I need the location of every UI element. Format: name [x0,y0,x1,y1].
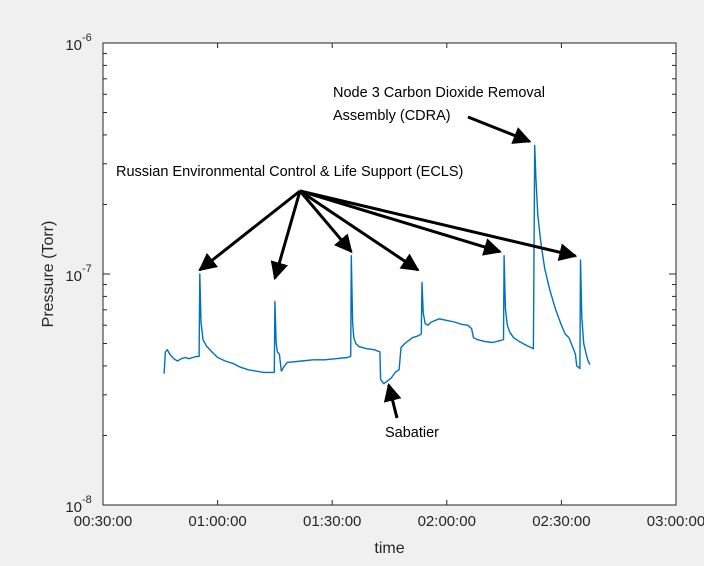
x-tick-label: 01:00:00 [188,513,246,530]
x-tick-label: 02:00:00 [418,513,476,530]
y-tick-label: 10 -6 [65,32,91,54]
x-tick-label: 02:30:00 [532,513,590,530]
pressure-series-line [163,144,591,385]
annotation-cdra-label: Assembly (CDRA) [333,108,451,124]
annotation-sabatier-label: Sabatier [385,425,439,441]
annotation-ecls-arrow [299,189,578,262]
annotation-cdra-label: Node 3 Carbon Dioxide Removal [333,85,545,101]
annotation-ecls-arrow [298,190,353,254]
y-tick-mantissa: 10 [65,499,82,516]
y-tick-exponent: -8 [82,494,92,506]
y-tick-exponent: -7 [82,263,92,275]
annotation-sabatier-arrow [383,383,402,419]
x-tick-label: 03:00:00 [647,513,704,530]
annotation-ecls-label: Russian Environmental Control & Life Sup… [116,164,463,180]
annotation-ecls-arrow [198,189,301,272]
x-tick-label: 01:30:00 [303,513,361,530]
y-tick-label: 10 -8 [65,494,91,516]
y-axis-label: Pressure (Torr) [40,221,57,328]
y-tick-exponent: -6 [82,32,92,44]
annotation-ecls-arrow [299,189,420,272]
y-tick-mantissa: 10 [65,268,82,285]
x-tick-label: 00:30:00 [74,513,132,530]
y-tick-mantissa: 10 [65,37,82,54]
y-tick-label: 10 -7 [65,263,91,285]
annotation-cdra-arrow [467,115,532,144]
annotation-ecls-arrow [299,189,502,256]
annotation-ecls-arrow [270,190,302,281]
x-axis-label: time [374,540,404,557]
